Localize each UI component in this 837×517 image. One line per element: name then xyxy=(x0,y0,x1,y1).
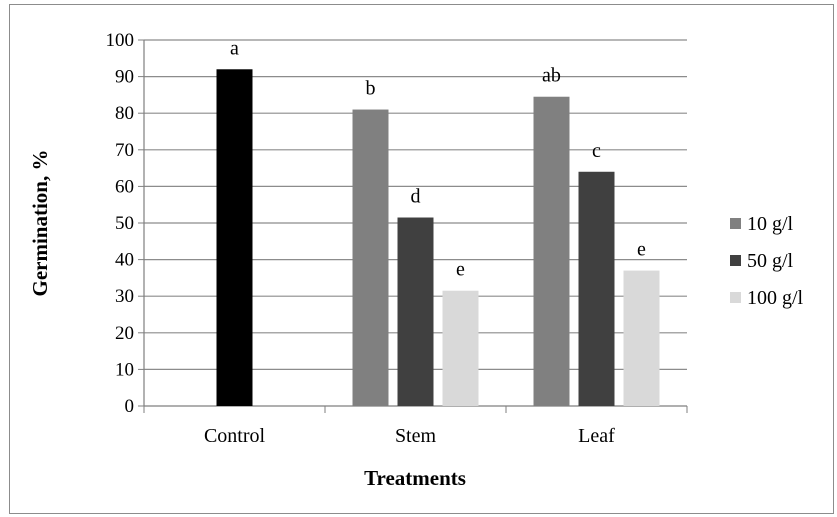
bar-significance-label: ab xyxy=(542,65,561,87)
axes: 0 10 20 30 40 50 60 70 80 90 100 Control Stem Leaf xyxy=(106,30,688,447)
bar xyxy=(352,109,389,406)
bar xyxy=(533,96,570,406)
y-tick-label: 80 xyxy=(115,103,134,124)
y-tick-label: 100 xyxy=(106,30,135,51)
x-category-label: Control xyxy=(204,425,266,447)
bar xyxy=(216,69,253,406)
legend-label: 100 g/l xyxy=(747,287,804,309)
y-tick-label: 30 xyxy=(115,286,134,307)
y-tick-label: 90 xyxy=(115,67,134,88)
x-axis-title: Treatments xyxy=(364,466,466,490)
bar xyxy=(623,270,660,406)
bar-significance-label: b xyxy=(366,78,376,100)
legend-swatch xyxy=(730,218,741,229)
bar-significance-label: e xyxy=(456,259,465,281)
y-tick-label: 10 xyxy=(115,359,134,380)
y-tick-label: 70 xyxy=(115,140,134,161)
x-category-label: Stem xyxy=(395,425,437,447)
bar xyxy=(397,217,434,406)
x-category-label: Leaf xyxy=(578,425,615,447)
y-tick-label: 60 xyxy=(115,176,134,197)
bar xyxy=(442,290,479,406)
y-tick-label: 20 xyxy=(115,323,134,344)
legend-label: 50 g/l xyxy=(747,250,794,272)
y-tick-label: 50 xyxy=(115,213,134,234)
legend: 10 g/l 50 g/l 100 g/l xyxy=(730,213,804,309)
y-axis-title: Germination, % xyxy=(28,150,52,297)
bar-significance-label: c xyxy=(592,140,601,162)
legend-label: 10 g/l xyxy=(747,213,794,235)
bar-significance-label: a xyxy=(230,37,239,59)
bar xyxy=(578,171,615,406)
bars xyxy=(216,69,660,406)
y-tick-label: 40 xyxy=(115,250,134,271)
legend-swatch xyxy=(730,255,741,266)
y-tick-label: 0 xyxy=(125,396,135,417)
legend-swatch xyxy=(730,292,741,303)
bar-significance-label: e xyxy=(637,239,646,261)
bar-significance-label: d xyxy=(411,186,421,208)
